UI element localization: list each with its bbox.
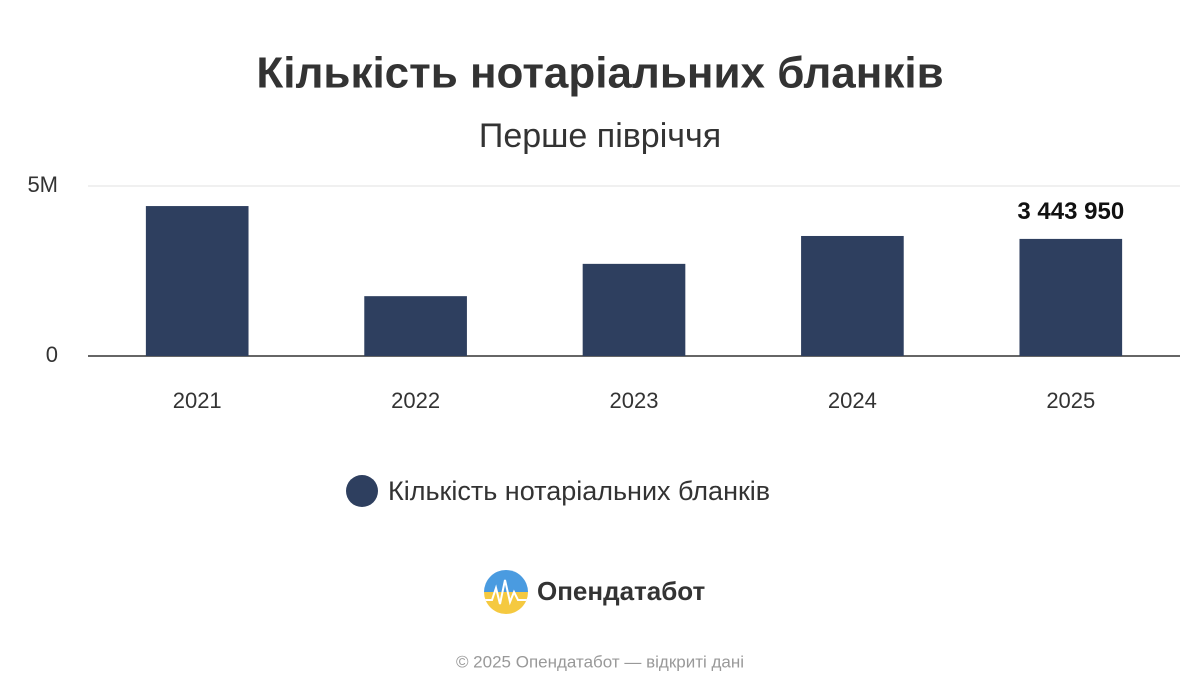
footer: © 2025 Опендатабот — відкриті дані xyxy=(456,652,744,671)
chart-subtitle: Перше півріччя xyxy=(479,117,721,155)
x-tick-label: 2021 xyxy=(173,388,222,413)
logo xyxy=(484,570,528,614)
x-tick-label: 2024 xyxy=(828,388,877,413)
legend-marker xyxy=(346,475,378,507)
bar xyxy=(364,296,467,356)
legend-label: Кількість нотаріальних бланків xyxy=(388,476,770,506)
y-tick-label: 5M xyxy=(27,172,58,197)
x-tick-label: 2022 xyxy=(391,388,440,413)
x-tick-label: 2025 xyxy=(1046,388,1095,413)
data-label: 3 443 950 xyxy=(1017,198,1124,225)
x-tick-label: 2023 xyxy=(610,388,659,413)
bar xyxy=(145,206,249,356)
bar xyxy=(1019,238,1123,356)
chart-title: Кількість нотаріальних бланків xyxy=(256,49,943,98)
bar xyxy=(801,235,904,356)
bar xyxy=(582,263,686,356)
y-tick-label: 0 xyxy=(46,342,58,367)
logo-text: Опендатабот xyxy=(537,576,706,606)
